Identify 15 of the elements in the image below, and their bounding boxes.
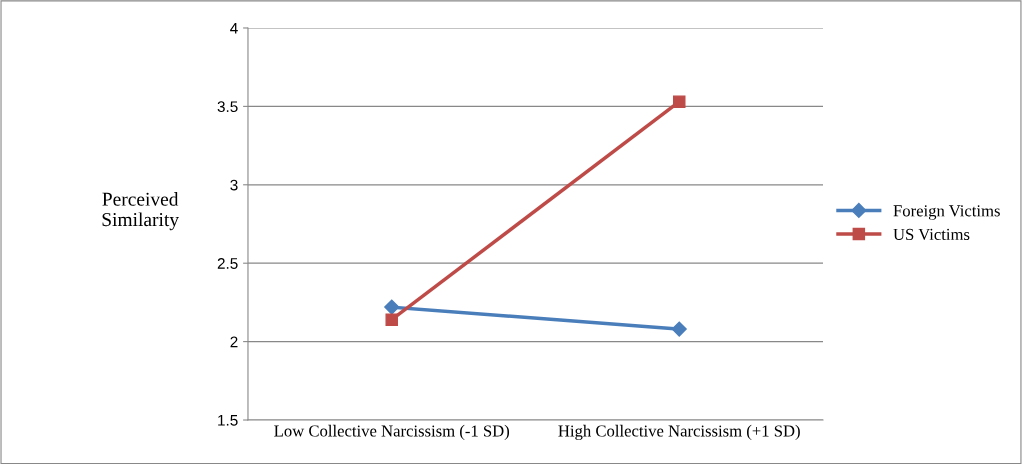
- point: [385, 313, 398, 326]
- y-tick-label: 2: [230, 336, 238, 348]
- legend-label: Foreign Victims: [893, 205, 1000, 220]
- y-tick-label: 4: [230, 23, 238, 34]
- x-tick-label: Low Collective Narcissism (-1 SD): [274, 424, 510, 440]
- y-tick-label: 1.5: [218, 415, 238, 426]
- legend-label: US Victims: [893, 228, 970, 241]
- x-tick-label: High Collective Narcissism (+1 SD): [558, 424, 800, 441]
- y-axis-title: Perceived Similarity: [102, 192, 179, 231]
- y-tick-label: 2.5: [217, 258, 238, 269]
- y-tick-label: 3.5: [217, 101, 238, 113]
- y-tick-label: 3: [230, 179, 238, 191]
- point: [672, 95, 686, 108]
- point: [671, 321, 687, 337]
- point: [384, 299, 400, 315]
